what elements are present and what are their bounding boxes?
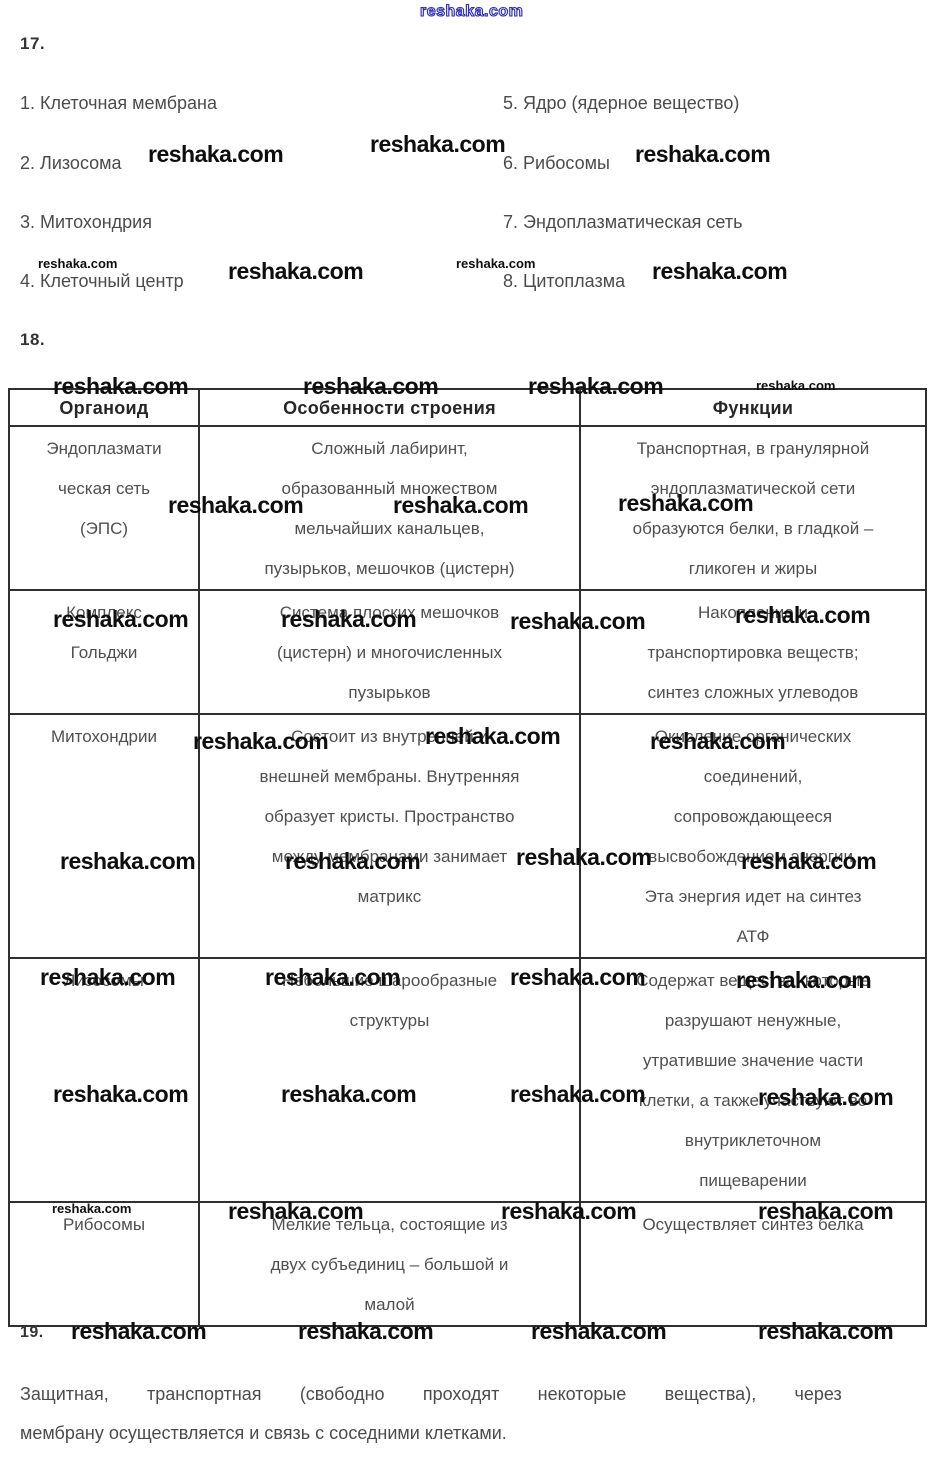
table-row: Лизосомы Небольшие шарообразные структур… [8,957,927,1203]
cell-organoid: Митохондрии [8,713,200,959]
answer-paragraph-line: Защитная, транспортная (свободно проходя… [20,1384,842,1404]
watermark-text: reshaka.com [756,378,836,393]
watermark-text: reshaka.com [370,131,506,157]
watermark-text: reshaka.com [193,728,329,754]
list-item: 6. Рибосомы [503,153,610,173]
cell-organoid: Рибосомы [8,1201,200,1327]
list-item: 5. Ядро (ядерное вещество) [503,93,740,113]
list-item: 8. Цитоплазма [503,271,626,291]
watermark-text: reshaka.com [510,1081,646,1107]
cell-function: Содержат вещества, которые разрушают нен… [579,957,927,1203]
list-item: 4. Клеточный центр [20,271,184,291]
cell-structure: Сложный лабиринт, образованный множество… [198,425,581,591]
watermark-text: reshaka.com [758,1318,894,1344]
watermark-text: reshaka.com [228,1198,364,1224]
organoids-table: Органоид Особенности строения Функции Эн… [8,388,927,1327]
watermark-text: reshaka.com [531,1318,667,1344]
watermark-text: reshaka.com [71,1318,207,1344]
list-item: 2. Лизосома [20,153,122,173]
answer-paragraph-line: мембрану осуществляется и связь с соседн… [20,1423,507,1443]
watermark-text: reshaka.com [60,848,196,874]
watermark-text: reshaka.com [652,258,788,284]
watermark-text: reshaka.com [168,492,304,518]
cell-organoid: Лизосомы [8,957,200,1203]
watermark-text: reshaka.com [303,373,439,399]
watermark-text: reshaka.com [228,258,364,284]
section-17-heading: 17. [20,34,46,53]
watermark-text: reshaka.com [516,844,652,870]
watermark-text: reshaka.com [53,606,189,632]
cell-structure: Небольшие шарообразные структуры [198,957,581,1203]
watermark-text: reshaka.com [528,373,664,399]
watermark-text: reshaka.com [635,141,771,167]
watermark-text: reshaka.com [53,373,189,399]
watermark-text: reshaka.com [650,728,786,754]
watermark-text: reshaka.com [758,1198,894,1224]
cell-function: Накопление и транспортировка веществ; си… [579,589,927,715]
cell-organoid: Эндоплазмати ческая сеть (ЭПС) [8,425,200,591]
column-header-function: Функции [579,388,927,427]
watermark-text: reshaka.com [456,256,536,271]
cell-structure: Состоит из внутренней и внешней мембраны… [198,713,581,959]
watermark-text: reshaka.com [285,848,421,874]
watermark-text: reshaka.com [148,141,284,167]
watermark-text: reshaka.com [736,967,872,993]
watermark-top: reshaka.com [419,2,524,20]
watermark-text: reshaka.com [510,964,646,990]
section-18-heading: 18. [20,330,46,349]
watermark-text: reshaka.com [741,848,877,874]
watermark-text: reshaka.com [618,490,754,516]
watermark-text: reshaka.com [281,606,417,632]
list-item: 1. Клеточная мембрана [20,93,217,113]
watermark-text: reshaka.com [735,602,871,628]
table-row: Митохондрии Состоит из внутренней и внеш… [8,713,927,959]
watermark-text: reshaka.com [510,608,646,634]
watermark-text: reshaka.com [52,1201,132,1216]
watermark-text: reshaka.com [38,256,118,271]
cell-function: Осуществляет синтез белка [579,1201,927,1327]
watermark-text: reshaka.com [501,1198,637,1224]
cell-structure: Система плоских мешочков (цистерн) и мно… [198,589,581,715]
watermark-text: reshaka.com [393,492,529,518]
watermark-text: reshaka.com [265,964,401,990]
table-row: Эндоплазмати ческая сеть (ЭПС) Сложный л… [8,425,927,591]
table-row: Рибосомы Мелкие тельца, состоящие из дву… [8,1201,927,1327]
watermark-text: reshaka.com [758,1084,894,1110]
column-header-structure: Особенности строения [198,388,581,427]
watermark-text: reshaka.com [425,723,561,749]
cell-structure: Мелкие тельца, состоящие из двух субъеди… [198,1201,581,1327]
list-item: 3. Митохондрия [20,212,152,232]
column-header-organoid: Органоид [8,388,200,427]
list-item: 7. Эндоплазматическая сеть [503,212,743,232]
cell-function: Окисление органических соединений, сопро… [579,713,927,959]
cell-function: Транспортная, в гранулярной эндоплазмати… [579,425,927,591]
watermark-text: reshaka.com [281,1081,417,1107]
watermark-text: reshaka.com [40,964,176,990]
cell-organoid: Комплекс Гольджи [8,589,200,715]
table-header-row: Органоид Особенности строения Функции [8,388,927,427]
section-19-heading: 19. [20,1324,44,1341]
table-row: Комплекс Гольджи Система плоских мешочко… [8,589,927,715]
watermark-text: reshaka.com [53,1081,189,1107]
watermark-text: reshaka.com [298,1318,434,1344]
